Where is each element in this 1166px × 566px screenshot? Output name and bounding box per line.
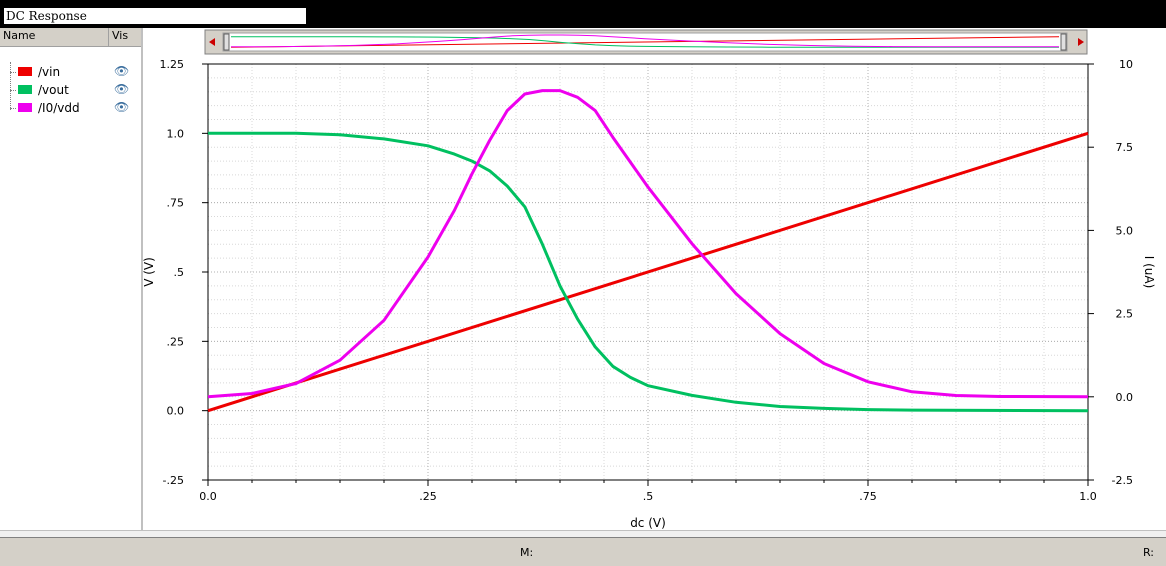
status-r: R:	[1143, 546, 1155, 559]
legend-item-vin[interactable]: /vin 👁	[10, 64, 135, 80]
overview-lines	[230, 34, 1060, 48]
x-tick-label: 1.0	[1079, 490, 1097, 503]
legend-item-vout[interactable]: /vout 👁	[10, 82, 135, 98]
tree-branch	[10, 90, 16, 91]
overview-series-line	[231, 36, 1059, 48]
legend-header-name[interactable]: Name	[3, 29, 36, 42]
y-tick-label: -.25	[163, 474, 184, 487]
dc-response-chart[interactable]: 0.0 .25 .5 .75 1.0 -.25 0.0 .25 .5 .75 1.0 1.25 -2.5…	[142, 28, 1166, 530]
legend-label-vout: /vout	[38, 83, 69, 97]
y2-tick-label: 2.5	[1116, 308, 1134, 321]
y-tick-label: 1.25	[160, 58, 185, 71]
x-tick-label: .5	[643, 490, 654, 503]
x-tick-label: .25	[419, 490, 437, 503]
y2-tick-label: 0.0	[1116, 391, 1134, 404]
legend-item-i0-vdd[interactable]: /I0/vdd 👁	[10, 100, 135, 116]
legend-tree-line	[10, 62, 12, 110]
legend-swatch-vout	[18, 85, 32, 94]
y-tick-label: .75	[167, 197, 185, 210]
x-tick-label: .75	[859, 490, 877, 503]
scroll-left-arrow-icon[interactable]	[209, 38, 215, 46]
legend-header-vis[interactable]: Vis	[108, 28, 128, 46]
axes-ticks: 0.0 .25 .5 .75 1.0 -.25 0.0 .25 .5 .75 1.0 1.25 -2.5…	[160, 58, 1134, 503]
x-axis-label: dc (V)	[630, 516, 666, 530]
scroller-right-handle[interactable]	[1060, 33, 1067, 51]
eye-icon[interactable]: 👁	[114, 82, 130, 96]
title-bar: DC Response	[0, 0, 1166, 29]
y2-tick-label: 10	[1119, 58, 1133, 71]
scroll-right-arrow-icon[interactable]	[1078, 38, 1084, 46]
tree-branch	[10, 72, 16, 73]
window-title: DC Response	[4, 8, 306, 24]
overview-series-line	[230, 36, 1060, 48]
status-bar: M: R:	[0, 537, 1166, 566]
legend-label-vin: /vin	[38, 65, 61, 79]
y2-tick-label: -2.5	[1112, 474, 1133, 487]
eye-icon[interactable]: 👁	[114, 64, 130, 78]
overview-scroller[interactable]	[204, 29, 1088, 55]
tree-branch	[10, 108, 16, 109]
series-line-i0-vdd[interactable]	[207, 89, 1089, 399]
y2-tick-label: 5.0	[1116, 224, 1134, 237]
series-line-vin[interactable]	[207, 131, 1089, 413]
eye-icon[interactable]: 👁	[114, 100, 130, 114]
y-tick-label: 0.0	[167, 405, 185, 418]
legend-swatch-i0-vdd	[18, 103, 32, 112]
series-line-vout[interactable]	[208, 131, 1089, 413]
y-axis-label: V (V)	[143, 257, 156, 287]
legend-swatch-vin	[18, 67, 32, 76]
y-tick-label: .5	[174, 266, 185, 279]
legend-panel: Name Vis /vin 👁 /vout 👁 /I0/vdd 👁	[0, 28, 143, 530]
legend-label-i0-vdd: /I0/vdd	[38, 101, 80, 115]
legend-header: Name Vis	[0, 28, 141, 47]
scroller-left-handle[interactable]	[223, 33, 230, 51]
y-tick-label: .25	[167, 335, 185, 348]
x-tick-label: 0.0	[199, 490, 217, 503]
series-group	[207, 89, 1089, 413]
status-m: M:	[520, 546, 534, 559]
y2-axis-label: I (uA)	[1142, 256, 1156, 289]
splitter[interactable]	[0, 530, 1166, 538]
y-tick-label: 1.0	[167, 127, 185, 140]
plot-area: 0.0 .25 .5 .75 1.0 -.25 0.0 .25 .5 .75 1.0 1.25 -2.5…	[142, 28, 1166, 530]
overview-series-line	[230, 34, 1059, 48]
y2-tick-label: 7.5	[1116, 141, 1134, 154]
